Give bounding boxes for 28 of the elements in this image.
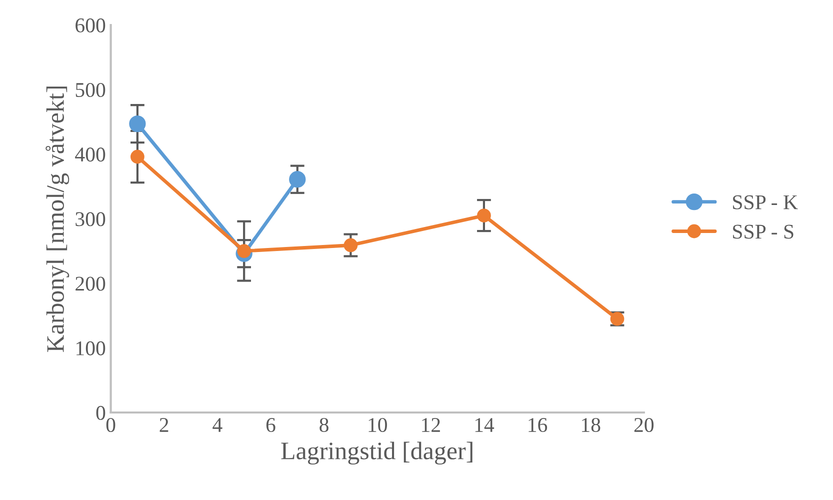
legend-label: SSP - S: [733, 224, 794, 239]
point: [129, 115, 146, 132]
x-tick-label: 10: [368, 418, 387, 432]
legend-label: SSP - K: [733, 195, 798, 210]
x-tick-label: 6: [266, 418, 276, 432]
x-tick-label: 14: [475, 418, 494, 432]
y-tick-label: 0: [96, 406, 106, 420]
x-tick-label: 16: [528, 418, 548, 432]
point: [130, 150, 144, 164]
y-tick-label: 100: [76, 341, 106, 356]
x-tick-label: 8: [320, 418, 328, 432]
point: [237, 244, 252, 258]
x-tick-label: 20: [634, 418, 654, 432]
y-tick-label: 300: [76, 212, 106, 226]
point: [344, 238, 358, 252]
x-tick-label: 12: [422, 418, 440, 432]
point: [289, 171, 306, 188]
point: [477, 208, 491, 222]
y-axis-title: Karbonyl [nmol/g våtvekt]: [46, 86, 70, 352]
x-tick-label: 4: [212, 418, 222, 432]
x-tick-label: 0: [106, 418, 116, 432]
y-tick-label: 400: [75, 148, 106, 162]
y-tick-label: 500: [76, 82, 106, 98]
x-tick-label: 18: [582, 418, 600, 432]
y-tick-label: 200: [76, 276, 106, 291]
x-tick-label: 2: [160, 418, 168, 432]
x-axis-title: Lagringstid [dager]: [281, 442, 472, 465]
y-tick-label: 600: [76, 18, 106, 32]
